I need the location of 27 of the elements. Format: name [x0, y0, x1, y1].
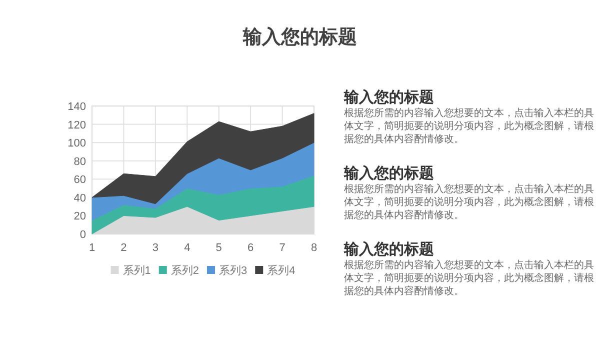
- legend-label: 系列4: [267, 264, 296, 277]
- legend-label: 系列2: [170, 264, 199, 277]
- y-tick-label: 0: [80, 229, 86, 241]
- legend-label: 系列3: [219, 264, 248, 277]
- y-tick-label: 20: [74, 210, 86, 223]
- text: 根据您所需的内容输入您想要的文本，点击输入本栏的具体文字，简明扼要的说明分项内容，此为概念图解，请根据您的具体内容酌情修改。: [344, 259, 595, 298]
- text: 根据您所需的内容输入您想要的文本，点击输入本栏的具体文字，简明扼要的说明分项内容，此为概念图解，请根据您的具体内容酌情修改。: [344, 183, 595, 222]
- y-tick-label: 80: [74, 156, 86, 168]
- x-tick-label: 2: [120, 242, 127, 254]
- chart-title: 输入您的标题: [242, 26, 357, 48]
- y-tick-label: 60: [74, 174, 86, 186]
- y-tick-label: 40: [74, 192, 86, 204]
- legend-label: 系列1: [122, 264, 151, 277]
- y-tick-label: 140: [68, 101, 86, 113]
- x-tick-label: 7: [279, 242, 286, 254]
- x-tick-label: 6: [248, 242, 254, 254]
- text: 根据您所需的内容输入您想要的文本，点击输入本栏的具体文字，简明扼要的说明分项内容，此为概念图解，请根据您的具体内容酌情修改。: [344, 107, 595, 146]
- x-tick-label: 4: [184, 242, 190, 254]
- x-tick-label: 8: [310, 242, 318, 254]
- y-tick-label: 100: [68, 138, 86, 150]
- text: 输入您的标题: [344, 164, 435, 183]
- x-tick-label: 5: [216, 242, 222, 254]
- text: 输入您的标题: [344, 88, 435, 107]
- x-tick-label: 3: [152, 242, 158, 254]
- text: 输入您的标题: [344, 240, 435, 259]
- y-tick-label: 120: [68, 119, 86, 132]
- x-tick-label: 1: [88, 242, 96, 254]
